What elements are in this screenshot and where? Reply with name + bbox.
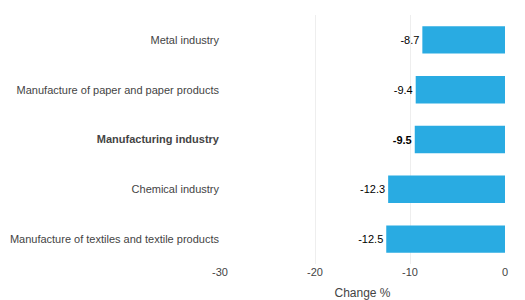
- svg-text:-9.5: -9.5: [393, 134, 412, 146]
- svg-text:-20: -20: [307, 266, 323, 278]
- svg-text:-9.4: -9.4: [394, 84, 413, 96]
- svg-text:-12.5: -12.5: [358, 233, 383, 245]
- svg-text:Manufacture of textiles and te: Manufacture of textiles and textile prod…: [10, 233, 220, 245]
- svg-text:-30: -30: [212, 266, 228, 278]
- svg-text:Chemical industry: Chemical industry: [132, 183, 220, 195]
- svg-text:Metal industry: Metal industry: [151, 34, 220, 46]
- svg-text:-8.7: -8.7: [400, 34, 419, 46]
- svg-text:Manufacturing industry: Manufacturing industry: [97, 133, 220, 145]
- svg-text:-10: -10: [402, 266, 418, 278]
- svg-text:-12.3: -12.3: [360, 183, 385, 195]
- svg-text:0: 0: [502, 266, 508, 278]
- svg-text:Change %: Change %: [334, 286, 390, 300]
- svg-text:Manufacture of paper and paper: Manufacture of paper and paper products: [17, 84, 220, 96]
